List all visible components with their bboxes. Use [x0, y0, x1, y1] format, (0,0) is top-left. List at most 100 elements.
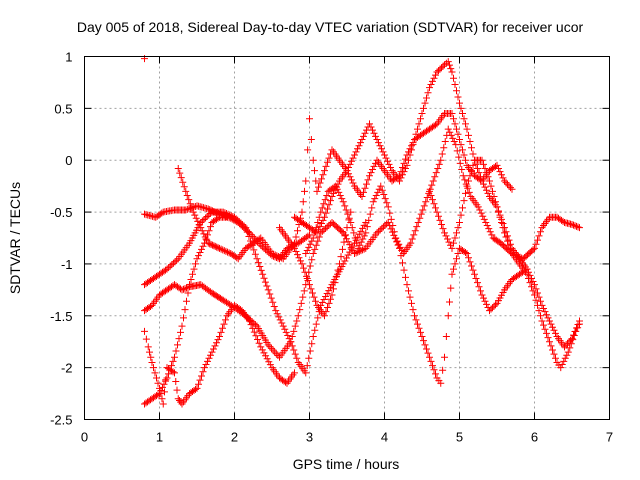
data-point: [450, 138, 458, 146]
data-point: [477, 176, 484, 184]
data-point: [386, 209, 394, 217]
data-point: [267, 294, 275, 302]
data-point: [186, 281, 193, 289]
data-point: [199, 368, 207, 376]
series-track-6: [141, 213, 231, 408]
data-point: [366, 172, 373, 180]
data-point: [171, 369, 178, 377]
data-point: [243, 228, 251, 236]
data-point: [340, 238, 348, 246]
data-point: [342, 206, 350, 214]
data-point: [459, 204, 466, 212]
data-point: [480, 294, 487, 302]
data-point: [182, 187, 190, 195]
data-point: [334, 266, 342, 274]
data-point: [173, 386, 181, 394]
data-point: [429, 196, 436, 204]
data-point: [459, 172, 467, 180]
data-point: [307, 135, 315, 143]
data-point: [564, 348, 572, 356]
data-point: [492, 301, 499, 309]
data-point: [195, 380, 202, 388]
data-point: [420, 104, 427, 112]
data-point: [499, 174, 507, 182]
data-point: [327, 197, 334, 205]
data-point: [282, 328, 290, 336]
data-point: [281, 325, 289, 333]
data-point: [453, 87, 460, 95]
data-point: [437, 379, 445, 387]
data-point: [270, 302, 278, 310]
data-point: [292, 247, 300, 255]
data-point: [501, 177, 508, 185]
data-point: [363, 126, 370, 134]
data-point: [429, 362, 436, 370]
data-point: [508, 185, 516, 193]
data-point: [550, 350, 558, 358]
data-point: [567, 340, 575, 348]
data-point: [550, 326, 558, 334]
y-axis-label: SDTVAR / TECUs: [7, 182, 23, 294]
data-point: [469, 266, 477, 274]
data-point: [384, 218, 392, 226]
data-point: [458, 166, 466, 174]
data-point: [359, 235, 367, 243]
data-point: [543, 329, 550, 337]
data-point: [471, 270, 478, 278]
data-point: [574, 223, 582, 231]
data-point: [492, 198, 499, 206]
data-point: [400, 266, 408, 274]
data-point: [576, 224, 583, 232]
data-point: [266, 361, 274, 369]
data-point: [266, 343, 274, 351]
data-point: [220, 320, 228, 328]
data-point: [349, 154, 357, 162]
x-tick-label: 5: [456, 430, 463, 445]
data-point: [347, 208, 355, 216]
data-point: [460, 197, 468, 205]
data-point: [369, 166, 376, 174]
data-point: [538, 317, 546, 325]
data-point: [432, 370, 439, 378]
data-point: [547, 342, 555, 350]
x-tick-label: 1: [156, 430, 163, 445]
data-point: [342, 254, 350, 262]
data-point: [390, 228, 398, 236]
data-point: [325, 154, 333, 162]
data-point: [293, 354, 301, 362]
data-point: [239, 221, 247, 229]
series-track-10: [276, 208, 355, 320]
data-point: [479, 212, 487, 220]
data-point: [330, 285, 337, 293]
data-point: [259, 270, 267, 278]
data-point: [570, 221, 577, 229]
data-point: [315, 213, 323, 221]
data-point: [363, 223, 371, 231]
data-point: [322, 308, 330, 316]
data-point: [344, 251, 352, 259]
data-point: [478, 156, 486, 164]
data-point: [232, 215, 240, 223]
data-point: [357, 238, 365, 246]
data-point: [490, 193, 498, 201]
data-point: [244, 228, 252, 236]
x-tick-label: 0: [81, 430, 88, 445]
data-point: [214, 244, 222, 252]
data-point: [369, 126, 376, 134]
data-point: [361, 184, 369, 192]
data-point: [256, 263, 264, 271]
data-point: [326, 284, 334, 292]
data-point: [437, 156, 445, 164]
data-point: [451, 120, 459, 128]
data-point: [447, 65, 455, 73]
data-point: [454, 250, 462, 258]
data-point: [177, 328, 184, 336]
data-point: [475, 169, 483, 177]
data-point: [442, 232, 450, 240]
data-point: [203, 213, 211, 221]
data-point: [455, 153, 463, 161]
data-point: [190, 265, 198, 273]
data-point: [279, 322, 287, 330]
y-tick-label: -2: [61, 361, 73, 376]
data-point: [320, 295, 328, 303]
